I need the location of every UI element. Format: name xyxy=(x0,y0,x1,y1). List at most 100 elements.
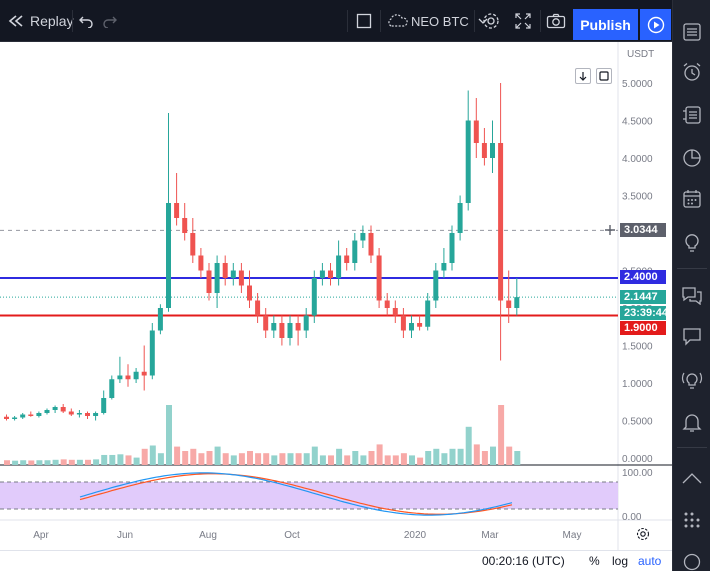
volume-bar xyxy=(149,445,156,465)
notifications-button[interactable] xyxy=(680,410,704,434)
broadcast-button[interactable] xyxy=(680,367,704,391)
candle-body xyxy=(133,371,139,380)
candle-body xyxy=(441,263,447,271)
camera-icon xyxy=(546,13,566,29)
pane-settings-button[interactable] xyxy=(636,527,650,546)
volume-bar xyxy=(279,453,286,465)
volume-bar xyxy=(12,460,19,465)
volume-bar xyxy=(465,426,472,465)
candle-body xyxy=(417,323,423,327)
collapse-button[interactable] xyxy=(680,466,704,490)
volume-bar xyxy=(433,448,440,465)
candle-body xyxy=(490,143,495,158)
price-tick-label: 5.0000 xyxy=(622,79,653,90)
candle-body xyxy=(60,407,66,412)
expand-button[interactable] xyxy=(514,0,532,42)
candle-body xyxy=(206,270,212,293)
replay-label: Replay xyxy=(30,13,74,29)
volume-bar xyxy=(311,446,318,465)
play-button[interactable] xyxy=(640,9,671,40)
maximize-pane-button[interactable] xyxy=(596,68,612,84)
scroll-down-button[interactable] xyxy=(575,68,591,84)
volume-bar xyxy=(214,446,221,465)
chart-canvas[interactable]: 5.00004.50004.00003.50003.00002.50002.00… xyxy=(0,42,672,550)
volume-bar xyxy=(498,405,505,465)
price-tick-label: 0.5000 xyxy=(622,417,653,428)
gear-icon xyxy=(636,527,650,541)
volume-bar xyxy=(384,455,391,465)
candle-body xyxy=(149,330,155,376)
candle-body xyxy=(392,308,398,316)
time-tick-label: Aug xyxy=(199,530,217,541)
ideas-button[interactable] xyxy=(680,230,704,254)
undo-icon xyxy=(79,16,93,28)
streams-button[interactable] xyxy=(680,283,704,307)
volume-bar xyxy=(109,454,116,465)
bell-icon xyxy=(682,414,702,432)
candle-body xyxy=(93,413,99,416)
volume-bar xyxy=(85,459,91,465)
candle-body xyxy=(311,278,317,316)
time-tick-label: Mar xyxy=(481,530,499,541)
candle-body xyxy=(101,398,107,413)
chart-area[interactable]: 5.00004.50004.00003.50003.00002.50002.00… xyxy=(0,42,672,571)
broadcast-lightbulb-icon xyxy=(681,372,703,389)
percent-toggle[interactable]: % xyxy=(589,554,600,568)
symbol-selector[interactable]: NEO BTC xyxy=(386,0,488,42)
chevron-up-icon xyxy=(682,473,702,484)
oscillator-tick-label: 0.00 xyxy=(622,512,642,523)
candle-body xyxy=(368,233,374,256)
candle-body xyxy=(28,414,34,416)
volume-bar xyxy=(117,454,124,465)
symbol-label: NEO BTC xyxy=(411,13,469,29)
snapshot-button[interactable] xyxy=(546,0,566,42)
watchlist-button[interactable] xyxy=(680,20,704,44)
candle-body xyxy=(344,255,350,263)
chat-icon xyxy=(683,328,701,346)
replay-button[interactable]: Replay xyxy=(8,0,74,42)
candle-body xyxy=(319,270,325,278)
log-toggle[interactable]: log xyxy=(612,554,629,568)
countdown-label: 23:39:44 xyxy=(620,306,668,320)
data-window-icon xyxy=(683,106,701,124)
calendar-button[interactable] xyxy=(680,187,704,211)
top-toolbar: Replay NEO BTC Publish xyxy=(0,0,672,42)
volume-bar xyxy=(125,455,132,465)
candle-body xyxy=(352,240,358,263)
publish-button[interactable]: Publish xyxy=(573,9,638,40)
redo-button[interactable] xyxy=(102,0,118,42)
candle-body xyxy=(263,315,269,331)
more-button[interactable] xyxy=(680,508,704,532)
volume-bar xyxy=(506,446,513,465)
volume-bar xyxy=(230,455,237,465)
maximize-icon xyxy=(599,71,609,81)
volume-bar xyxy=(409,455,415,465)
data-window-button[interactable] xyxy=(680,103,704,127)
volume-bar xyxy=(336,448,343,465)
chats-button[interactable] xyxy=(680,324,704,348)
volume-bar xyxy=(263,453,270,465)
candle-body xyxy=(360,233,366,241)
help-button[interactable] xyxy=(680,550,704,571)
fullscreen-layout-button[interactable] xyxy=(356,0,372,42)
auto-toggle[interactable]: auto xyxy=(638,554,662,568)
candle-body xyxy=(433,270,439,301)
volume-bar xyxy=(52,459,59,465)
candle-body xyxy=(157,308,163,331)
volume-bar xyxy=(368,451,375,465)
volume-bar xyxy=(68,459,75,465)
candle-body xyxy=(255,300,261,316)
settings-button[interactable] xyxy=(482,0,500,42)
alerts-button[interactable] xyxy=(680,60,704,84)
candle-body xyxy=(76,413,82,415)
candle-body xyxy=(198,255,204,271)
candle-body xyxy=(4,416,9,419)
help-icon xyxy=(683,553,701,571)
candle-body xyxy=(141,371,147,376)
hotlists-button[interactable] xyxy=(680,146,704,170)
undo-button[interactable] xyxy=(78,0,94,42)
alarm-clock-icon xyxy=(683,63,701,81)
candle-body xyxy=(336,255,342,278)
volume-bar xyxy=(425,451,432,465)
